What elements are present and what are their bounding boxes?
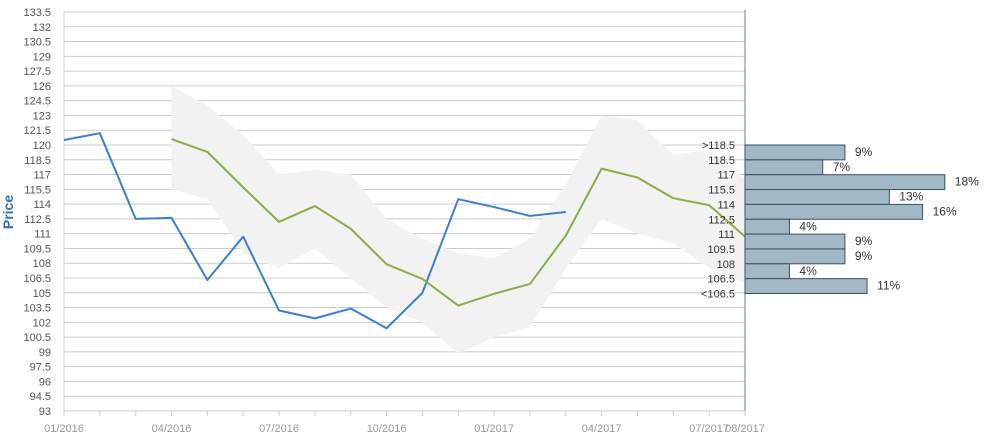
y-tick-label: 115.5 <box>24 184 51 196</box>
distribution-bar <box>744 218 790 235</box>
y-tick-label: 130.5 <box>23 37 51 49</box>
y-tick-label: 99 <box>39 347 51 359</box>
x-tick-label: 10/2016 <box>367 423 407 435</box>
forecast-range-band <box>171 85 746 354</box>
distribution-category-label: 114 <box>717 199 735 211</box>
y-tick-label: 114 <box>33 199 51 211</box>
distribution-bar-label: 11% <box>877 279 900 293</box>
y-tick-label: 103.5 <box>23 303 51 315</box>
distribution-category-label: 106.5 <box>707 274 735 286</box>
y-tick-label: 127.5 <box>23 66 51 78</box>
x-tick-label: 01/2016 <box>44 423 84 435</box>
y-tick-label: 121.5 <box>23 125 51 137</box>
distribution-category-label: 112.5 <box>708 214 735 226</box>
distribution-bar-label: 16% <box>933 204 957 218</box>
distribution-bar-label: 9% <box>855 234 873 248</box>
y-axis-label: Price <box>0 195 16 229</box>
y-tick-label: 106.5 <box>23 273 51 285</box>
y-tick-label: 94.5 <box>30 391 51 403</box>
distribution-bar <box>744 233 846 250</box>
distribution-bar-label: 9% <box>855 145 873 159</box>
distribution-category-label: 117 <box>717 170 735 182</box>
historical-price-line <box>64 132 566 330</box>
distribution-category-label: 109.5 <box>707 244 735 256</box>
x-tick-label: 04/2016 <box>152 423 192 435</box>
y-tick-label: 129 <box>33 51 51 63</box>
distribution-bar-label: 18% <box>955 175 979 189</box>
y-tick-label: 118.5 <box>24 155 51 167</box>
distribution-bar <box>744 263 790 280</box>
distribution-category-label: >118.5 <box>702 140 735 152</box>
distribution-bar <box>744 144 846 161</box>
y-tick-label: 133.5 <box>23 7 51 19</box>
x-tick-label: 07/2016 <box>259 423 299 435</box>
price-distribution-bars: >118.5 9% 118.5 7% 117 18% 115.5 13% 114 16% 112.5… <box>701 140 979 301</box>
x-tick-label: 04/2017 <box>582 423 622 435</box>
distribution-category-label: 108 <box>717 259 735 271</box>
y-tick-label: 123 <box>33 110 51 122</box>
y-tick-label: 100.5 <box>23 332 51 344</box>
y-tick-label: 112.5 <box>24 214 51 226</box>
y-tick-label: 93 <box>39 406 51 418</box>
x-tick-label: 07/2017 <box>689 423 729 435</box>
x-tick-labels: 01/2016 04/2016 07/2016 10/2016 01/2017 04/20… <box>44 423 765 435</box>
y-tick-label: 102 <box>33 317 51 329</box>
y-tick-label: 120 <box>33 140 51 152</box>
y-tick-labels: 133.5 132 130.5 129 127.5 126 124.5 123 121.5 120… <box>23 7 51 418</box>
y-tick-label: 108 <box>33 258 51 270</box>
y-tick-label: 111 <box>34 229 51 241</box>
distribution-category-label: <106.5 <box>701 289 735 301</box>
distribution-category-label: 111 <box>718 229 735 241</box>
distribution-bar <box>744 174 946 191</box>
y-tick-label: 105 <box>33 288 51 300</box>
distribution-bar <box>744 278 868 294</box>
distribution-bar <box>744 189 890 205</box>
y-tick-label: 126 <box>33 81 51 93</box>
distribution-bar <box>744 248 846 265</box>
distribution-bar-label: 7% <box>833 160 851 174</box>
y-tick-label: 96 <box>39 376 51 388</box>
price-series <box>64 132 745 330</box>
y-tick-label: 117 <box>33 170 51 182</box>
y-tick-label: 97.5 <box>30 362 51 374</box>
distribution-bar <box>744 159 824 176</box>
x-tick-label: 01/2017 <box>474 423 514 435</box>
y-tick-label: 124.5 <box>23 96 51 108</box>
forecast-median-line <box>171 138 745 307</box>
y-tick-label: 109.5 <box>23 243 51 255</box>
distribution-bar <box>744 203 924 220</box>
distribution-bar-label: 4% <box>799 264 817 278</box>
distribution-bar-label: 9% <box>855 249 873 263</box>
range-band-area <box>171 85 746 354</box>
distribution-category-label: 115.5 <box>708 185 735 197</box>
x-tick-label: 08/2017 <box>725 423 765 435</box>
distribution-bar-label: 13% <box>899 190 923 204</box>
distribution-category-label: 118.5 <box>708 155 735 167</box>
y-tick-label: 132 <box>33 22 51 34</box>
distribution-bar-label: 4% <box>799 219 817 233</box>
